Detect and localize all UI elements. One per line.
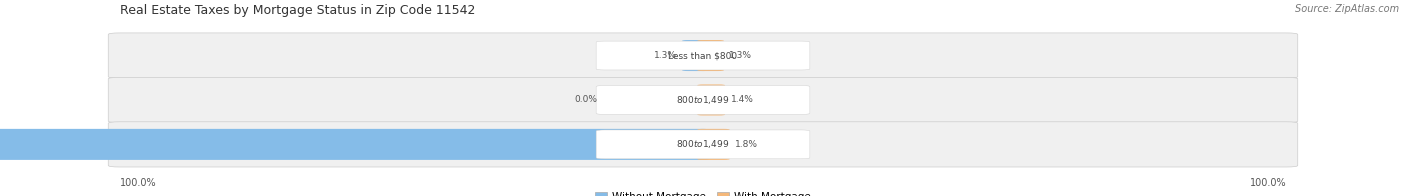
FancyBboxPatch shape [0,129,709,160]
Text: $800 to $1,499: $800 to $1,499 [676,138,730,150]
FancyBboxPatch shape [682,40,709,71]
FancyBboxPatch shape [108,122,1298,167]
FancyBboxPatch shape [697,40,724,71]
Text: 1.8%: 1.8% [735,140,758,149]
FancyBboxPatch shape [697,129,730,160]
Text: 1.3%: 1.3% [730,51,752,60]
FancyBboxPatch shape [596,85,810,114]
Text: 1.4%: 1.4% [731,95,754,104]
Text: 1.3%: 1.3% [654,51,676,60]
Text: $800 to $1,499: $800 to $1,499 [676,94,730,106]
Text: Source: ZipAtlas.com: Source: ZipAtlas.com [1295,4,1399,14]
FancyBboxPatch shape [596,130,810,159]
FancyBboxPatch shape [697,84,725,115]
Legend: Without Mortgage, With Mortgage: Without Mortgage, With Mortgage [591,188,815,196]
FancyBboxPatch shape [596,41,810,70]
Text: 100.0%: 100.0% [1250,178,1286,188]
Text: 0.0%: 0.0% [575,95,598,104]
FancyBboxPatch shape [108,77,1298,122]
Text: Real Estate Taxes by Mortgage Status in Zip Code 11542: Real Estate Taxes by Mortgage Status in … [120,4,475,17]
Text: 100.0%: 100.0% [120,178,156,188]
FancyBboxPatch shape [108,33,1298,78]
Text: Less than $800: Less than $800 [668,51,738,60]
